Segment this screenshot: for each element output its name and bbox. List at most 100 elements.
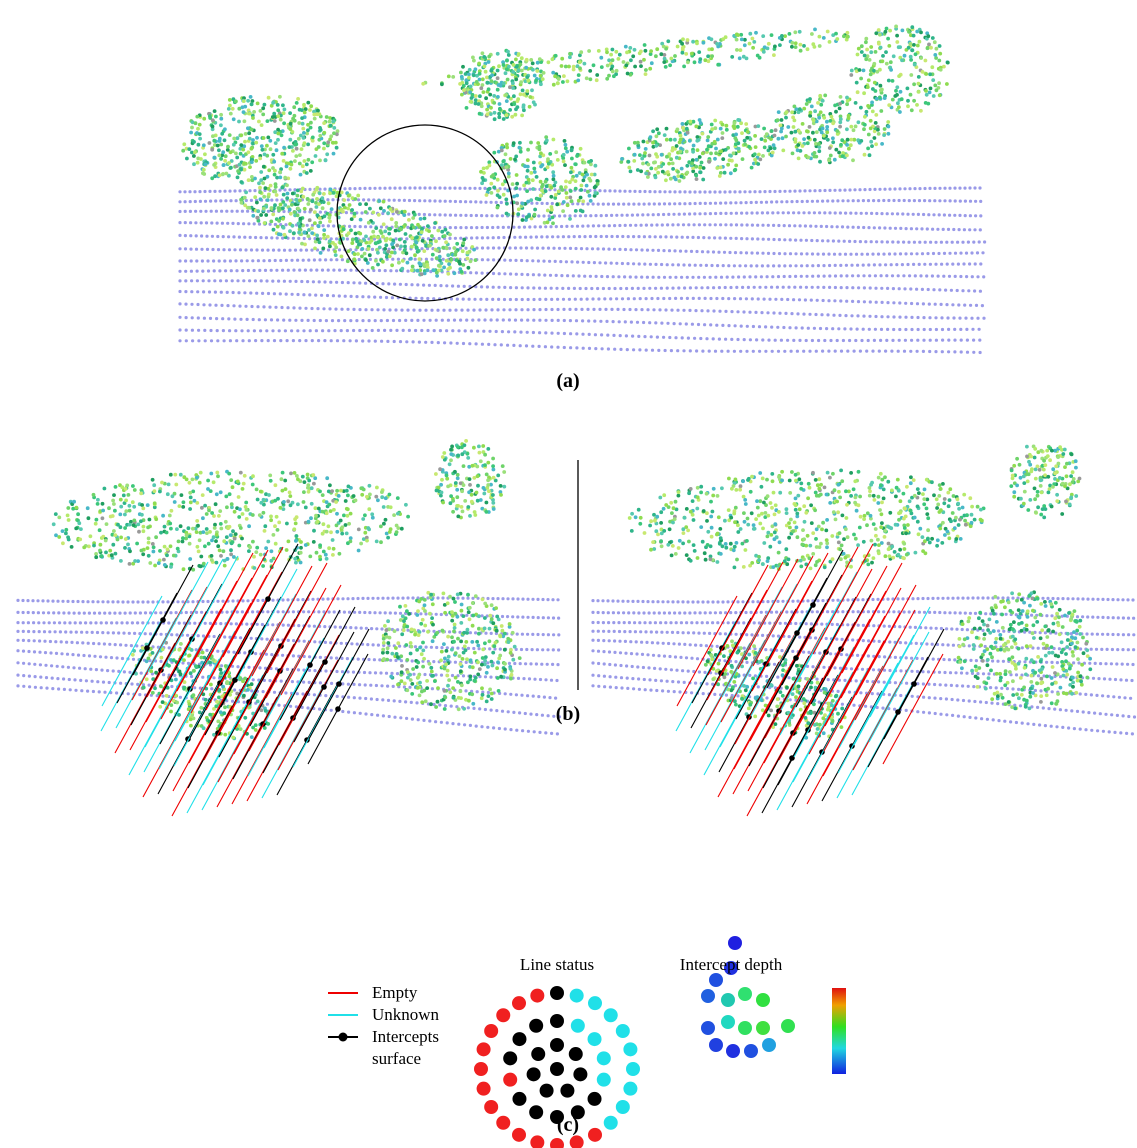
object-point <box>420 230 424 234</box>
ground-point <box>678 213 681 216</box>
object-point <box>818 35 822 39</box>
ground-point <box>574 298 577 301</box>
object-point <box>906 87 910 91</box>
ground-point <box>308 624 311 627</box>
ground-point <box>327 269 330 272</box>
object-point <box>594 164 598 168</box>
object-point <box>208 141 212 145</box>
ground-point <box>516 633 519 636</box>
ground-point <box>868 315 871 318</box>
ground-point <box>238 189 241 192</box>
object-point <box>256 209 260 213</box>
ground-point <box>626 214 629 217</box>
object-point <box>743 43 747 47</box>
object-point <box>835 129 839 133</box>
ground-point <box>234 259 237 262</box>
ground-point <box>839 211 842 214</box>
ground-point <box>191 329 194 332</box>
object-point <box>243 105 247 109</box>
ground-point <box>300 319 303 322</box>
object-point <box>818 94 822 98</box>
ground-point <box>502 308 505 311</box>
ground-point <box>132 658 135 661</box>
ground-point <box>178 339 181 342</box>
object-point <box>685 171 689 175</box>
ground-point <box>844 212 847 215</box>
ground-point <box>982 275 985 278</box>
object-point <box>547 162 551 166</box>
ground-point <box>22 639 25 642</box>
ground-point <box>622 308 625 311</box>
ground-point <box>799 224 802 227</box>
object-point <box>350 208 354 212</box>
object-point <box>691 40 695 44</box>
ground-point <box>364 225 367 228</box>
ground-point <box>748 190 751 193</box>
ground-point <box>178 279 181 282</box>
ground-point <box>774 298 777 301</box>
ground-point <box>542 633 545 636</box>
object-point <box>318 159 322 163</box>
ground-point <box>538 345 541 348</box>
ground-point <box>91 600 94 603</box>
object-point <box>678 150 682 154</box>
ground-point <box>241 339 244 342</box>
ground-point <box>755 201 758 204</box>
ground-point <box>110 621 113 624</box>
ground-point <box>772 264 775 267</box>
ground-point <box>251 259 254 262</box>
object-point <box>796 148 800 152</box>
ground-point <box>971 328 974 331</box>
ground-point <box>965 275 968 278</box>
object-point <box>839 95 843 99</box>
ground-point <box>258 269 261 272</box>
ground-point <box>828 286 831 289</box>
ground-point <box>845 264 848 267</box>
ground-point <box>658 190 661 193</box>
object-point <box>869 45 873 49</box>
ground-point <box>823 339 826 342</box>
ground-point <box>380 627 383 630</box>
object-point <box>328 239 332 243</box>
object-point <box>866 147 870 151</box>
ground-point <box>448 237 451 240</box>
ground-point <box>869 300 872 303</box>
ground-point <box>219 279 222 282</box>
ground-point <box>306 280 309 283</box>
ground-point <box>532 273 535 276</box>
ground-point <box>332 294 335 297</box>
object-point <box>833 158 837 162</box>
object-point <box>402 213 406 217</box>
object-point <box>474 258 478 262</box>
ground-point <box>42 611 45 614</box>
ground-point <box>709 212 712 215</box>
object-point <box>849 138 853 142</box>
object-point <box>557 190 561 194</box>
ground-point <box>758 190 761 193</box>
ground-point <box>637 203 640 206</box>
ground-point <box>750 201 753 204</box>
ground-point <box>209 200 212 203</box>
object-point <box>229 112 233 116</box>
ground-point <box>941 350 944 353</box>
object-point <box>502 81 506 85</box>
ground-point <box>557 319 560 322</box>
ground-point <box>160 633 163 636</box>
ground-point <box>428 284 431 287</box>
ground-point <box>709 297 712 300</box>
ground-point <box>159 660 162 663</box>
ground-point <box>964 200 967 203</box>
object-point <box>262 207 266 211</box>
ground-point <box>525 648 528 651</box>
object-point <box>545 139 549 143</box>
object-point <box>842 34 846 38</box>
ground-point <box>521 298 524 301</box>
ground-point <box>208 290 211 293</box>
object-point <box>664 178 668 182</box>
object-point <box>269 220 273 224</box>
object-point <box>615 69 619 73</box>
ground-point <box>253 329 256 332</box>
ground-point <box>372 643 375 646</box>
object-point <box>774 128 778 132</box>
ground-point <box>526 259 529 262</box>
